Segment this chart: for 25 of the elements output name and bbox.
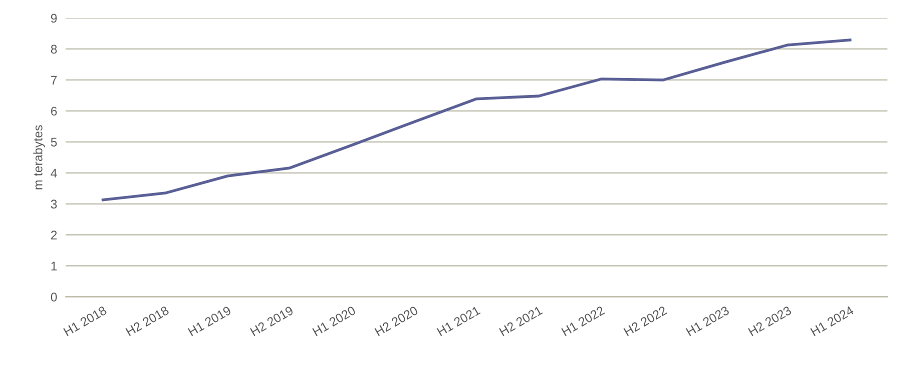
y-axis-title: m terabytes [33, 125, 45, 190]
x-tick-label: H1 2024 [810, 306, 854, 336]
x-tick-label: H2 2019 [250, 306, 294, 336]
y-tick-label: 0 [50, 292, 57, 302]
x-tick-label: H2 2020 [374, 306, 418, 336]
y-tick-label: 9 [51, 14, 57, 23]
y-tick-label: 3 [50, 200, 57, 209]
y-tick-label: 2 [51, 230, 57, 240]
x-tick-label: H1 2022 [561, 306, 606, 336]
y-tick-label: 1 [51, 262, 57, 270]
x-tick-label: H1 2019 [188, 306, 232, 336]
x-tick-label: H2 2021 [498, 306, 543, 336]
x-tick-label: H2 2018 [125, 306, 170, 336]
x-tick-label: H1 2020 [312, 306, 356, 336]
y-tick-label: 4 [50, 168, 57, 178]
line-series [102, 38, 852, 202]
y-tick-label: 6 [51, 106, 57, 116]
y-tick-label: 8 [50, 44, 57, 54]
x-tick-label: H1 2023 [686, 306, 730, 336]
y-tick-label: 5 [50, 138, 57, 147]
x-tick-label: H1 2018 [63, 306, 108, 336]
x-tick-label: H1 2021 [436, 306, 481, 336]
y-tick-label: 7 [51, 76, 57, 84]
x-tick-label: H2 2023 [748, 306, 792, 336]
x-tick-label: H2 2022 [623, 306, 668, 336]
